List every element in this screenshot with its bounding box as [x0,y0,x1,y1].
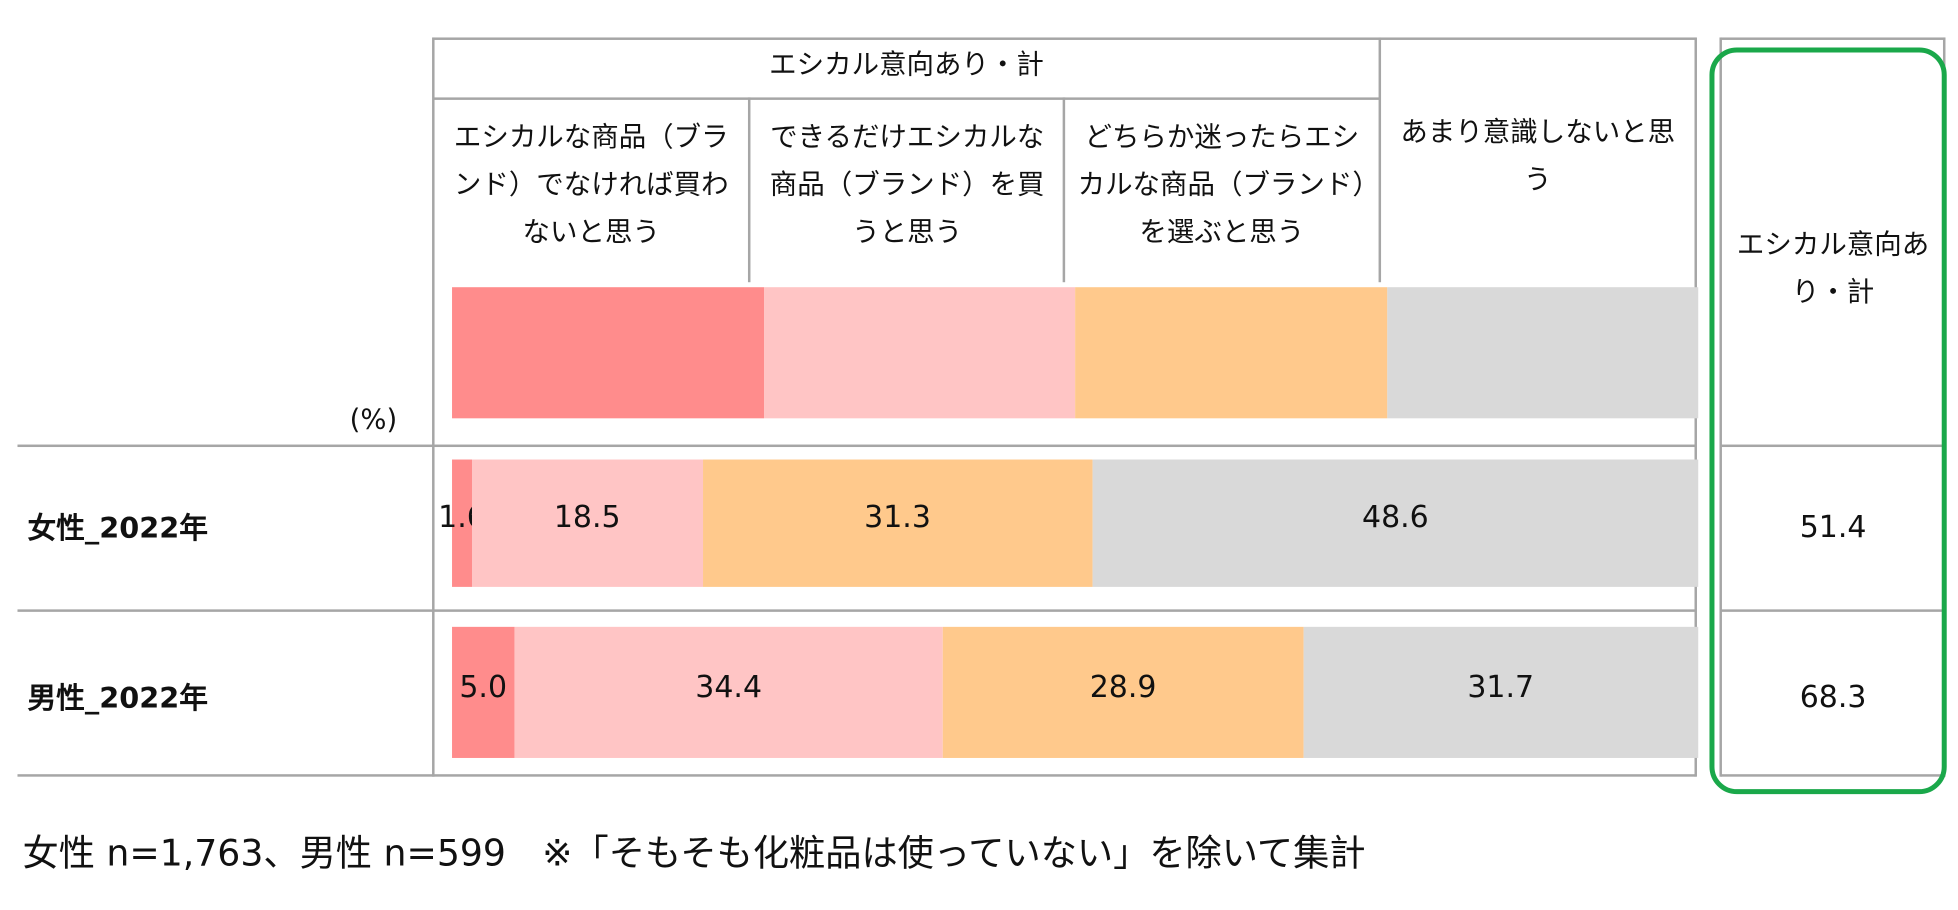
data-label: 48.6 [1362,499,1429,535]
legend-swatch [1075,287,1387,419]
table-line [1720,774,1946,777]
data-label: 5.0 [459,668,508,704]
table-line [1720,37,1946,40]
table-line [1062,97,1066,283]
total-value: 51.4 [1799,509,1867,545]
series-header: あまり意識しないと思う [1400,117,1676,197]
data-label: 31.7 [1467,668,1535,704]
legend-swatch [452,287,764,419]
table-line [1720,444,1946,448]
bar-segment [452,459,472,587]
table-line [17,609,1696,612]
total-header: エシカル意向あり・計 [1736,229,1930,309]
series-header: できるだけエシカルな商品（ブランド）を買うと思う [769,122,1045,249]
group-header: エシカル意向あり・計 [769,49,1044,82]
table-line [1378,37,1382,283]
bar-segment [702,459,1093,587]
row-label: 男性_2022年 [27,682,208,715]
total-value: 68.3 [1799,678,1867,714]
series-header: どちらか迷ったらエシカルな商品（ブランド）を選ぶと思う [1077,122,1367,249]
table-line [17,444,1696,448]
bar-segment [1092,459,1699,587]
table-line [1719,37,1722,777]
table-line [747,97,751,283]
table-line [433,37,1696,40]
data-label: 34.4 [695,668,763,704]
bar-segment [471,459,703,587]
table-line [432,37,435,777]
footnote: 女性 n=1,763、男性 n=599 ※「そもそも化粧品は使っていない」を除い… [22,831,1366,875]
bar-segment [452,626,515,758]
data-label: 18.5 [553,499,621,535]
highlight-box [1709,47,1947,795]
unit-label: (%) [349,404,398,436]
data-label: 28.9 [1089,668,1157,704]
table-line [1720,609,1946,612]
table-line [17,774,1696,777]
series-header: エシカルな商品（ブランド）でなければ買わないと思う [453,122,729,249]
legend-swatch [763,287,1076,419]
bar-segment [514,626,944,758]
legend-swatch [1386,287,1699,419]
data-label: 31.3 [864,499,931,535]
bar-segment [943,626,1304,758]
table-line [433,97,1380,100]
bar-segment [1303,626,1699,758]
row-label: 女性_2022年 [27,513,208,546]
